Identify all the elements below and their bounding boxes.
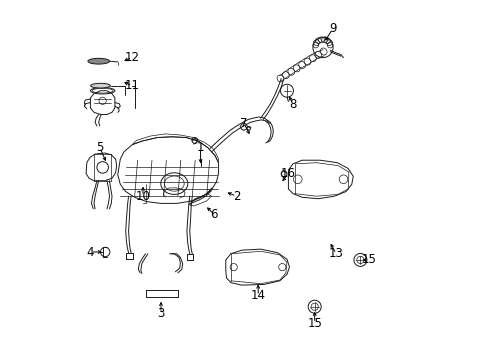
Text: 3: 3: [157, 307, 164, 320]
Text: 15: 15: [306, 317, 322, 330]
Text: 5: 5: [96, 141, 103, 154]
Text: 12: 12: [124, 51, 140, 64]
Text: 7: 7: [240, 117, 247, 130]
Text: 1: 1: [197, 141, 204, 154]
Text: 11: 11: [124, 79, 140, 92]
Text: 4: 4: [86, 246, 94, 258]
Ellipse shape: [90, 84, 110, 88]
Text: 14: 14: [250, 289, 265, 302]
Text: 6: 6: [210, 208, 217, 221]
Text: 8: 8: [289, 98, 296, 111]
Text: 13: 13: [328, 247, 343, 260]
Ellipse shape: [88, 58, 109, 64]
Text: 2: 2: [232, 190, 240, 203]
Text: 15: 15: [361, 253, 375, 266]
Text: 10: 10: [135, 190, 150, 203]
Text: 16: 16: [280, 167, 295, 180]
Text: 9: 9: [328, 22, 336, 35]
